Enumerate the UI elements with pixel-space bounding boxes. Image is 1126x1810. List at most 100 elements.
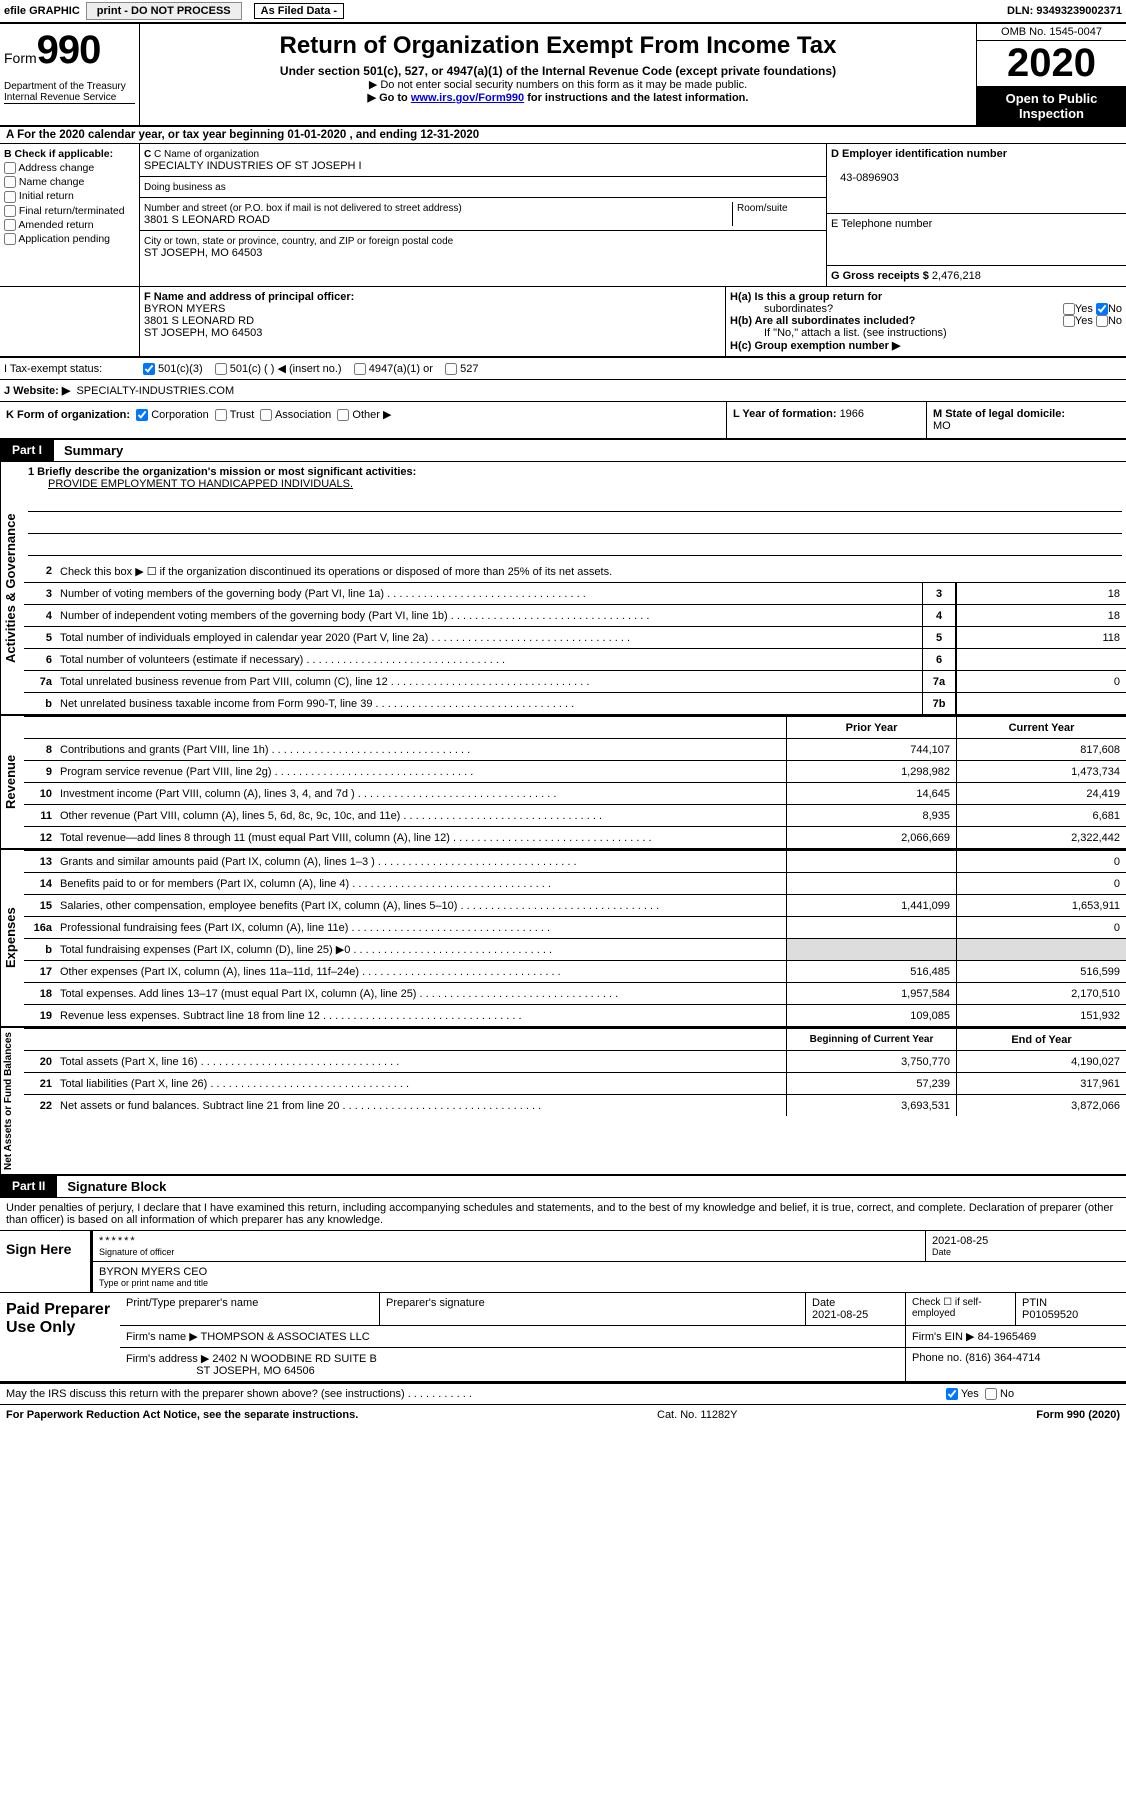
row-fgh: F Name and address of principal officer:… [0, 287, 1126, 357]
summary-rev: Revenue Prior Year Current Year 8Contrib… [0, 716, 1126, 850]
form-title: Return of Organization Exempt From Incom… [148, 32, 968, 60]
line-6: 6Total number of volunteers (estimate if… [24, 648, 1126, 670]
hb-no[interactable] [1096, 315, 1108, 327]
chk-name-change[interactable]: Name change [4, 176, 135, 188]
summary-exp: Expenses 13Grants and similar amounts pa… [0, 850, 1126, 1028]
m-label: M State of legal domicile: [933, 408, 1065, 420]
chk-final-return[interactable]: Final return/terminated [4, 205, 135, 217]
firm-label: Firm's name ▶ [126, 1331, 198, 1343]
firm-addr1: 2402 N WOODBINE RD SUITE B [212, 1353, 376, 1365]
line-9: 9Program service revenue (Part VIII, lin… [24, 760, 1126, 782]
ha-no[interactable] [1096, 303, 1108, 315]
line-1: 1 Briefly describe the organization's mi… [24, 462, 1126, 560]
chk-trust[interactable] [215, 409, 227, 421]
hb-label: H(b) Are all subordinates included? [730, 315, 915, 327]
header: Form990 Department of the Treasury Inter… [0, 24, 1126, 127]
sig-date-label: Date [932, 1247, 1120, 1257]
firm-phone-label: Phone no. [912, 1352, 962, 1364]
col-c: C C Name of organization SPECIALTY INDUS… [140, 144, 826, 286]
line-15: 15Salaries, other compensation, employee… [24, 894, 1126, 916]
officer-name: BYRON MYERS CEO [99, 1266, 207, 1278]
chk-501c[interactable] [215, 363, 227, 375]
firm-phone: (816) 364-4714 [965, 1352, 1040, 1364]
part2-header: Part II Signature Block [0, 1176, 1126, 1198]
current-year-hdr: Current Year [956, 717, 1126, 738]
line-21: 21Total liabilities (Part X, line 26) 57… [24, 1072, 1126, 1094]
header-right: OMB No. 1545-0047 2020 Open to Public In… [976, 24, 1126, 125]
line-4: 4Number of independent voting members of… [24, 604, 1126, 626]
line-5: 5Total number of individuals employed in… [24, 626, 1126, 648]
org-city: ST JOSEPH, MO 64503 [144, 247, 262, 259]
sig-label: Signature of officer [99, 1247, 919, 1257]
chk-assoc[interactable] [260, 409, 272, 421]
ha-yes[interactable] [1063, 303, 1075, 315]
pp-date-label: Date [812, 1297, 835, 1309]
col-b: B Check if applicable: Address change Na… [0, 144, 140, 286]
prior-year-hdr: Prior Year [786, 717, 956, 738]
chk-amended-return[interactable]: Amended return [4, 219, 135, 231]
ein-label: D Employer identification number [831, 148, 1007, 160]
sign-here-label: Sign Here [0, 1231, 90, 1292]
firm-ein-label: Firm's EIN ▶ [912, 1331, 975, 1343]
footer-mid: Cat. No. 11282Y [358, 1409, 1036, 1421]
org-name-label: C C Name of organization [144, 149, 259, 160]
part1-header: Part I Summary [0, 440, 1126, 462]
chk-initial-return[interactable]: Initial return [4, 190, 135, 202]
row-i: I Tax-exempt status: 501(c)(3) 501(c) ( … [0, 357, 1126, 380]
f-name: BYRON MYERS [144, 303, 225, 315]
chk-address-change[interactable]: Address change [4, 162, 135, 174]
form-subtitle: Under section 501(c), 527, or 4947(a)(1)… [148, 64, 968, 78]
sign-here-block: Sign Here ****** Signature of officer 20… [0, 1231, 1126, 1293]
city-label: City or town, state or province, country… [144, 236, 453, 247]
hb-note: If "No," attach a list. (see instruction… [730, 327, 1122, 339]
f-addr2: ST JOSEPH, MO 64503 [144, 327, 262, 339]
pycy-header: Prior Year Current Year [24, 716, 1126, 738]
f-label: F Name and address of principal officer: [144, 291, 354, 303]
j-label: J Website: ▶ [4, 385, 70, 397]
discuss-no[interactable] [985, 1388, 997, 1400]
pp-selfemp: Check ☐ if self-employed [906, 1293, 1016, 1325]
topbar: efile GRAPHIC print - DO NOT PROCESS As … [0, 0, 1126, 24]
ein-value: 43-0896903 [840, 172, 899, 184]
l-val: 1966 [840, 408, 864, 420]
efile-label: efile GRAPHIC [4, 5, 80, 17]
row-a: A For the 2020 calendar year, or tax yea… [0, 127, 1126, 144]
line-20: 20Total assets (Part X, line 16) 3,750,7… [24, 1050, 1126, 1072]
chk-501c3[interactable] [143, 363, 155, 375]
line-12: 12Total revenue—add lines 8 through 11 (… [24, 826, 1126, 848]
vtab-exp: Expenses [0, 850, 24, 1026]
chk-application-pending[interactable]: Application pending [4, 233, 135, 245]
omb-number: OMB No. 1545-0047 [977, 24, 1126, 41]
chk-other[interactable] [337, 409, 349, 421]
bocy-hdr: Beginning of Current Year [786, 1029, 956, 1050]
mission-q: 1 Briefly describe the organization's mi… [28, 466, 416, 478]
summary-na: Net Assets or Fund Balances Beginning of… [0, 1028, 1126, 1176]
eoy-hdr: End of Year [956, 1029, 1126, 1050]
pp-sig-label: Preparer's signature [380, 1293, 806, 1325]
dln-value: DLN: 93493239002371 [1007, 5, 1122, 17]
chk-corp[interactable] [136, 409, 148, 421]
chk-527[interactable] [445, 363, 457, 375]
paid-label: Paid Preparer Use Only [0, 1293, 120, 1381]
discuss-yes[interactable] [946, 1388, 958, 1400]
line-11: 11Other revenue (Part VIII, column (A), … [24, 804, 1126, 826]
inspect-line1: Open to Public [979, 91, 1124, 106]
header-left: Form990 Department of the Treasury Inter… [0, 24, 140, 125]
print-button[interactable]: print - DO NOT PROCESS [86, 2, 242, 20]
chk-4947[interactable] [354, 363, 366, 375]
phone-label: E Telephone number [831, 218, 932, 230]
line-7a: 7aTotal unrelated business revenue from … [24, 670, 1126, 692]
col-h: H(a) Is this a group return for subordin… [726, 287, 1126, 356]
ptin-label: PTIN [1022, 1297, 1047, 1309]
line-19: 19Revenue less expenses. Subtract line 1… [24, 1004, 1126, 1026]
hb-yes[interactable] [1063, 315, 1075, 327]
inspect-line2: Inspection [979, 106, 1124, 121]
line-b: bNet unrelated business taxable income f… [24, 692, 1126, 714]
vtab-rev: Revenue [0, 716, 24, 848]
irs-link[interactable]: www.irs.gov/Form990 [411, 92, 524, 104]
firm-ein: 84-1965469 [978, 1331, 1037, 1343]
footer: For Paperwork Reduction Act Notice, see … [0, 1405, 1126, 1425]
m-val: MO [933, 420, 951, 432]
footer-form: 990 [1067, 1409, 1085, 1421]
i-label: I Tax-exempt status: [4, 363, 140, 375]
